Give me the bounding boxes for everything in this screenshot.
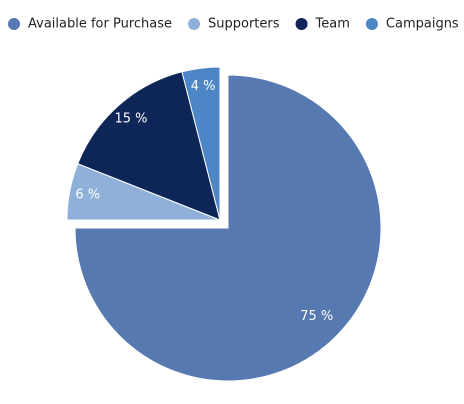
pie-slice <box>181 66 221 221</box>
legend-label: Available for Purchase <box>28 17 172 32</box>
slice-label: 15 % <box>114 112 147 127</box>
pie-slice <box>74 74 382 382</box>
pie-slice <box>77 71 221 221</box>
legend-marker <box>188 18 201 30</box>
legend-label: Campaigns <box>386 17 459 32</box>
legend-marker <box>295 18 308 30</box>
slice-label: 75 % <box>300 309 333 324</box>
legend-label: Supporters <box>208 17 280 32</box>
slice-label: 6 % <box>75 187 100 202</box>
legend-marker <box>365 18 378 30</box>
slice-label: 4 % <box>191 79 216 94</box>
legend-marker <box>8 18 20 30</box>
legend-label: Team <box>315 17 350 32</box>
